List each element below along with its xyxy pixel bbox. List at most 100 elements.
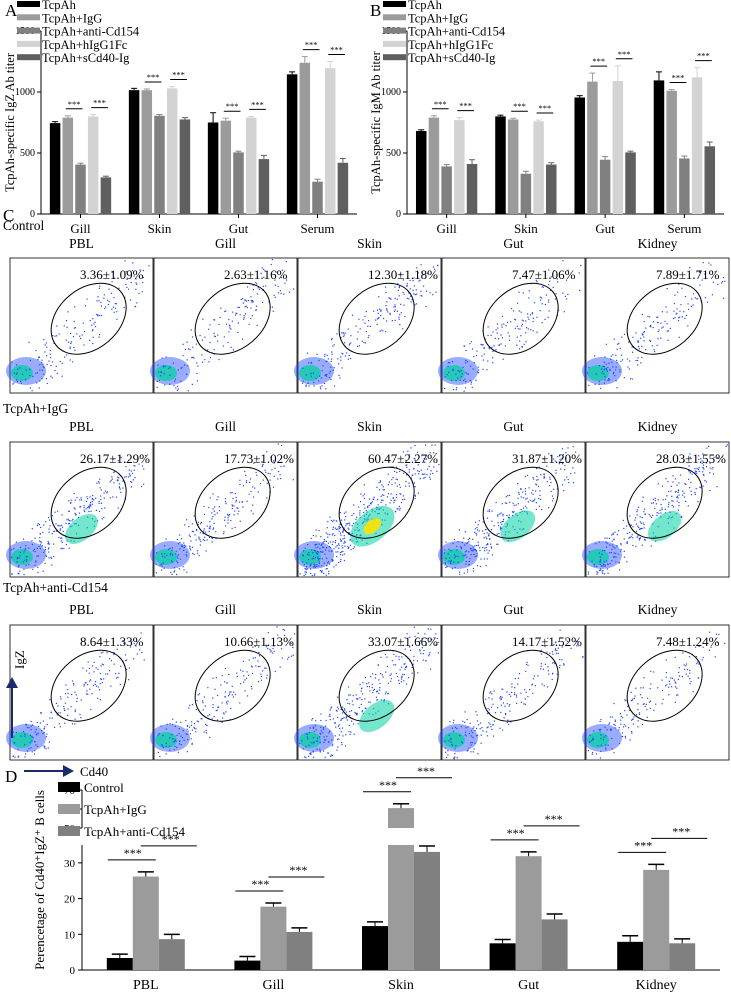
cell-dot — [136, 302, 138, 304]
cell-dot — [406, 683, 408, 685]
cell-dot — [158, 733, 160, 735]
cell-dot — [486, 517, 489, 519]
cell-dot — [359, 328, 361, 330]
cell-dot — [111, 281, 113, 283]
cell-dot — [70, 341, 72, 343]
column-label: Gill — [215, 419, 236, 434]
cell-dot — [333, 344, 335, 346]
cell-dot — [51, 533, 53, 535]
cell-dot — [215, 531, 217, 533]
cell-dot — [113, 297, 115, 299]
cell-cluster-core — [587, 549, 609, 565]
cell-dot — [238, 510, 240, 512]
cell-dot — [227, 513, 229, 515]
cell-dot — [412, 279, 414, 282]
cell-dot — [224, 310, 226, 313]
cell-dot — [343, 342, 346, 344]
cell-dot — [59, 696, 62, 698]
cell-dot — [645, 327, 647, 329]
cell-dot — [363, 511, 365, 514]
cell-dot — [314, 550, 316, 552]
cell-dot — [224, 691, 227, 693]
cell-dot — [100, 301, 102, 304]
cell-dot — [59, 360, 61, 363]
cell-dot — [435, 644, 437, 646]
x-tick-label: Gut — [595, 221, 615, 236]
cell-dot — [398, 295, 400, 297]
cell-dot — [322, 542, 324, 544]
cell-dot — [197, 721, 200, 723]
cell-dot — [414, 293, 416, 296]
cell-dot — [490, 547, 493, 549]
cell-dot — [45, 748, 47, 750]
cell-dot — [348, 344, 350, 346]
cell-dot — [591, 752, 594, 754]
legend-label: TcpAh+IgG — [408, 11, 468, 25]
cell-dot — [677, 319, 680, 322]
cell-dot — [228, 318, 230, 321]
cell-dot — [92, 318, 94, 320]
cell-dot — [674, 656, 676, 658]
cell-dot — [614, 719, 616, 721]
cell-dot — [252, 657, 254, 659]
significance-label: *** — [305, 40, 318, 50]
cell-dot — [246, 286, 249, 288]
cell-dot — [165, 356, 167, 358]
cell-dot — [514, 687, 516, 689]
cell-dot — [671, 677, 674, 679]
cell-dot — [535, 467, 538, 470]
cell-dot — [97, 697, 99, 699]
cell-dot — [24, 733, 26, 735]
cell-dot — [390, 499, 392, 501]
cell-dot — [541, 508, 543, 511]
cell-dot — [378, 689, 381, 691]
cell-dot — [225, 711, 227, 713]
cell-dot — [620, 544, 622, 546]
cell-dot — [500, 704, 502, 706]
cell-dot — [330, 707, 332, 709]
cell-dot — [88, 507, 90, 509]
cell-dot — [380, 310, 382, 312]
cell-dot — [638, 346, 640, 348]
cell-dot — [202, 318, 204, 320]
cell-dot — [68, 500, 70, 502]
cell-dot — [604, 356, 606, 358]
cell-dot — [701, 462, 703, 465]
cell-dot — [505, 712, 507, 715]
cell-dot — [470, 554, 472, 556]
cell-dot — [378, 316, 380, 319]
cell-dot — [211, 718, 213, 720]
cell-dot — [223, 681, 226, 683]
cell-dot — [477, 753, 479, 755]
cell-dot — [476, 553, 478, 555]
cell-dot — [605, 735, 607, 737]
cell-dot — [424, 473, 426, 475]
cell-dot — [116, 677, 118, 679]
cell-dot — [668, 694, 670, 696]
cell-dot — [241, 501, 243, 503]
cell-dot — [40, 540, 42, 543]
cell-dot — [221, 675, 223, 677]
cell-dot — [643, 677, 645, 679]
cell-dot — [270, 456, 272, 458]
cell-dot — [661, 327, 663, 329]
bar — [546, 164, 557, 214]
gate-ellipse — [194, 466, 271, 539]
cell-dot — [344, 332, 346, 334]
cell-dot — [626, 532, 628, 535]
cell-dot — [227, 700, 229, 702]
cell-dot — [566, 476, 568, 478]
cell-dot — [674, 294, 676, 296]
cell-dot — [176, 555, 179, 557]
cell-dot — [18, 557, 20, 559]
cell-dot — [96, 313, 98, 316]
cell-dot — [309, 568, 312, 570]
cell-dot — [195, 343, 198, 345]
cell-dot — [205, 531, 207, 533]
cell-dot — [500, 698, 502, 700]
y-tick-label: 10 — [64, 929, 76, 941]
cell-dot — [540, 668, 542, 670]
cell-dot — [463, 572, 465, 574]
cell-dot — [176, 734, 178, 737]
cell-dot — [515, 504, 517, 506]
